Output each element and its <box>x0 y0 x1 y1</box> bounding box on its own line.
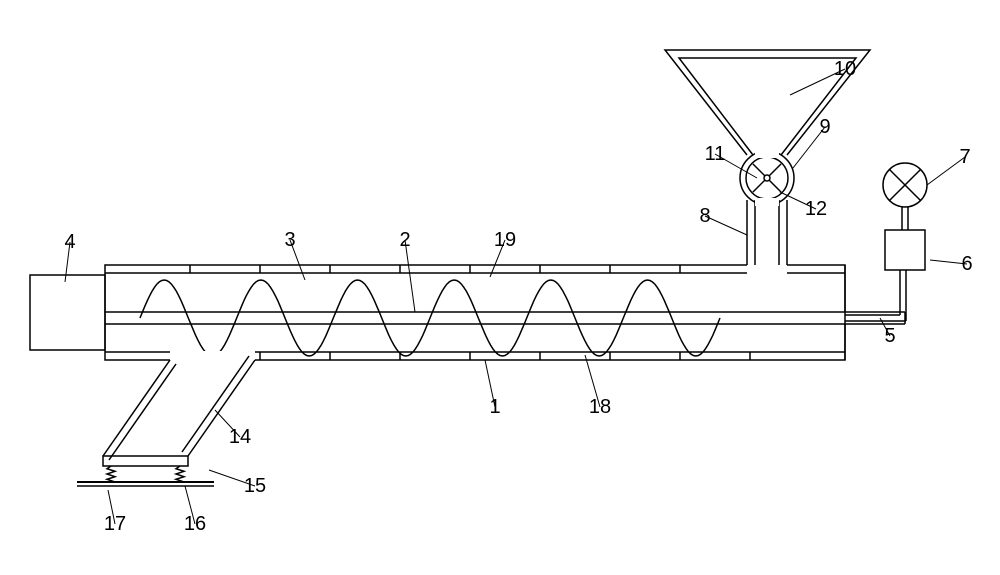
schematic-canvas: 123456789101112141516171819 <box>0 0 1000 575</box>
part-label-2: 2 <box>399 229 410 251</box>
discharge-cap <box>103 456 188 466</box>
part-label-8: 8 <box>699 205 710 227</box>
part-label-4: 4 <box>64 231 75 253</box>
rotary-valve-outer <box>740 151 794 205</box>
part-label-10: 10 <box>834 58 856 80</box>
part-label-6: 6 <box>961 253 972 275</box>
part-label-1: 1 <box>489 396 500 418</box>
part-label-18: 18 <box>589 396 611 418</box>
part-label-17: 17 <box>104 513 126 535</box>
pump-box <box>885 230 925 270</box>
part-label-3: 3 <box>284 229 295 251</box>
part-label-12: 12 <box>805 198 827 220</box>
part-label-11: 11 <box>705 143 726 165</box>
part-label-19: 19 <box>494 229 516 251</box>
screw-helix <box>140 280 720 356</box>
part-label-15: 15 <box>244 475 266 497</box>
motor <box>30 275 105 350</box>
part-label-9: 9 <box>819 116 830 138</box>
part-label-7: 7 <box>959 146 970 168</box>
part-label-16: 16 <box>184 513 206 535</box>
part-label-14: 14 <box>229 426 251 448</box>
part-label-5: 5 <box>884 325 895 347</box>
